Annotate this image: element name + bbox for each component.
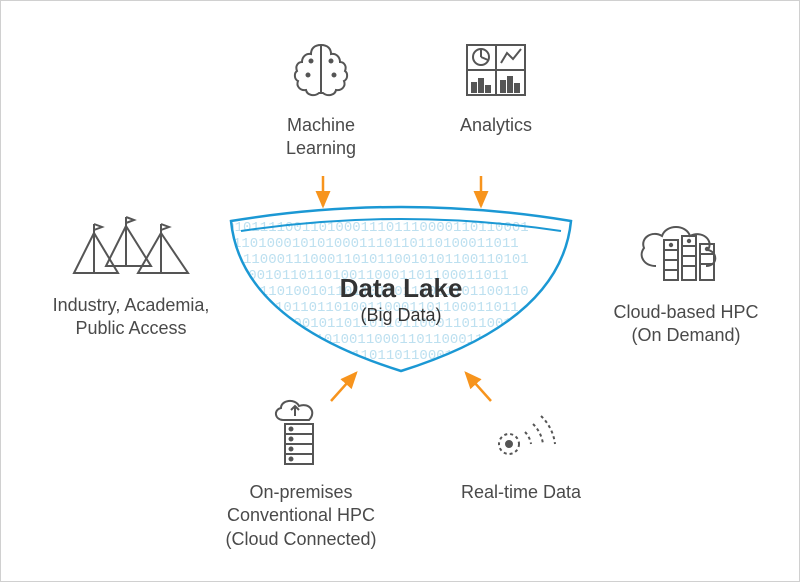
arrow-realtime [466,373,491,401]
arrows-layer [1,1,800,583]
arrow-onprem [331,373,356,401]
